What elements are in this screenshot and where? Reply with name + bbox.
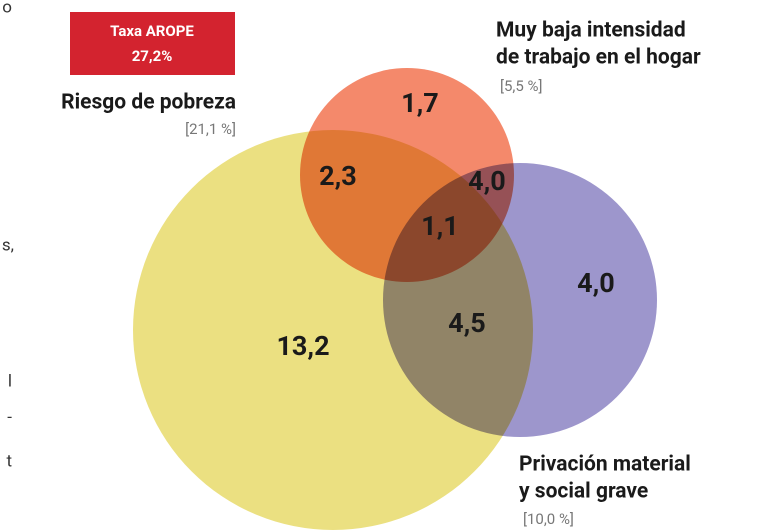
badge-title: Taxa AROPE (110, 22, 194, 40)
region-value: 4,0 (577, 267, 615, 299)
set-label: y social grave (519, 480, 648, 504)
edge-fragment: l (8, 371, 12, 391)
region-value: 1,1 (421, 210, 459, 242)
region-value: 4,5 (448, 307, 486, 339)
edge-fragment: t (6, 451, 12, 471)
badge (70, 12, 235, 75)
circles (133, 68, 657, 530)
region-value: 13,2 (276, 330, 329, 362)
set-label: Riesgo de pobreza (61, 91, 236, 115)
edge-fragment: s, (2, 235, 14, 255)
region-value: 1,7 (401, 87, 439, 119)
region-value: 4,0 (468, 165, 506, 197)
set-label: Muy baja intensidad (496, 19, 686, 43)
set-total: [21,1 %] (185, 120, 236, 138)
region-value: 2,3 (319, 160, 357, 192)
edge-fragment: - (7, 407, 12, 427)
badge-value: 27,2% (132, 47, 173, 65)
set-total: [5,5 %] (500, 77, 542, 95)
set-label: de trabajo en el hogar (496, 46, 701, 70)
circle-intensidad (300, 68, 514, 282)
set-total: [10,0 %] (523, 510, 574, 528)
set-label: Privación material (519, 453, 691, 477)
edge-fragment: o (2, 0, 12, 17)
